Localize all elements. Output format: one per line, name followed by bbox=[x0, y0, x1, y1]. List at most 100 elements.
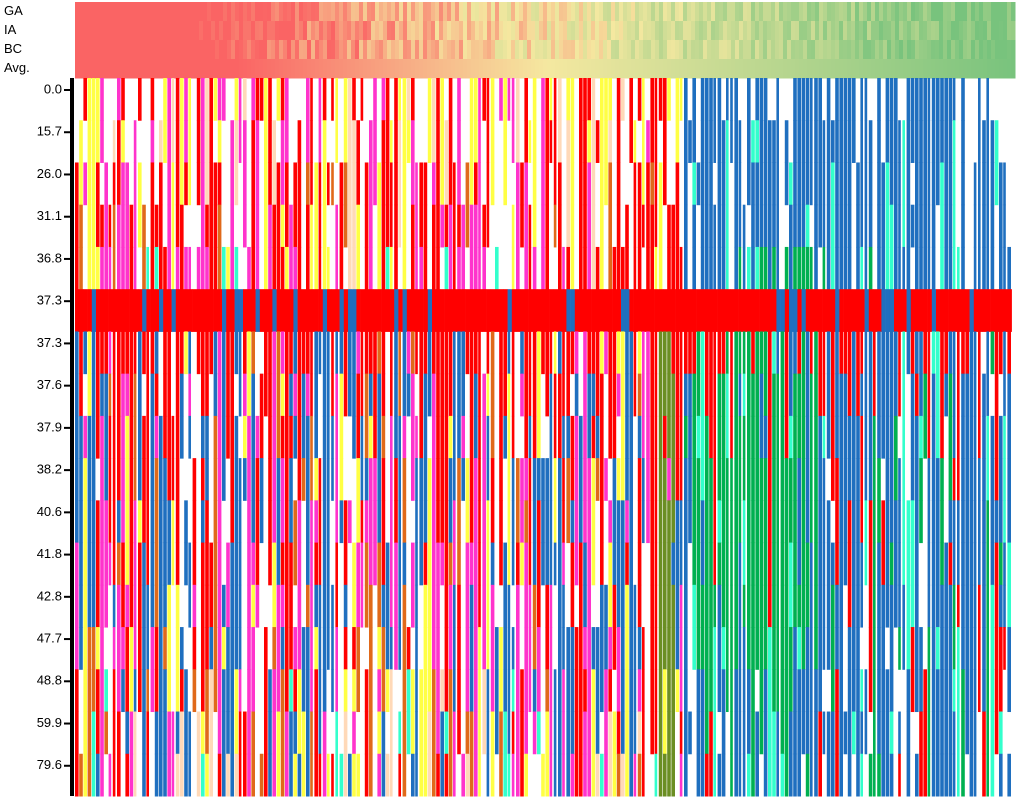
cell bbox=[348, 120, 352, 163]
cell bbox=[112, 542, 116, 586]
strip-cell bbox=[635, 40, 640, 60]
cell bbox=[818, 458, 822, 501]
cell bbox=[444, 669, 449, 713]
cell bbox=[931, 373, 936, 417]
cell bbox=[150, 458, 155, 501]
cell bbox=[331, 627, 334, 670]
cell bbox=[784, 246, 789, 290]
cell bbox=[490, 669, 495, 713]
strip-cell bbox=[831, 40, 836, 60]
strip-cell bbox=[967, 21, 972, 41]
cell bbox=[121, 500, 125, 544]
cell bbox=[188, 331, 191, 375]
cell bbox=[927, 415, 931, 459]
cell bbox=[671, 500, 675, 544]
cell bbox=[104, 415, 108, 459]
cell bbox=[671, 584, 675, 628]
cell bbox=[138, 542, 142, 586]
cell bbox=[856, 753, 860, 797]
cell bbox=[612, 584, 617, 628]
strip-cell bbox=[811, 59, 816, 79]
cell bbox=[877, 584, 881, 628]
cell bbox=[226, 627, 230, 670]
cell bbox=[923, 373, 927, 417]
cell bbox=[448, 415, 453, 459]
cell bbox=[83, 289, 88, 332]
cell bbox=[234, 246, 239, 290]
cell bbox=[352, 753, 356, 797]
cell bbox=[150, 500, 155, 544]
cell bbox=[889, 415, 894, 459]
cell bbox=[885, 500, 890, 544]
strip-cell bbox=[611, 59, 616, 79]
strip-cell bbox=[155, 2, 160, 22]
cell bbox=[969, 627, 974, 670]
strip-cell bbox=[467, 2, 472, 22]
cell bbox=[226, 246, 230, 290]
cell bbox=[163, 711, 167, 755]
strip-cell bbox=[227, 21, 232, 41]
strip-cell bbox=[923, 2, 928, 22]
cell bbox=[978, 627, 981, 670]
cell bbox=[633, 331, 637, 375]
cell bbox=[978, 669, 981, 713]
strip-cell bbox=[731, 21, 736, 41]
strip-cell bbox=[279, 2, 284, 22]
cell bbox=[822, 120, 826, 163]
cell bbox=[831, 753, 835, 797]
cell bbox=[142, 500, 146, 544]
cell bbox=[427, 584, 432, 628]
cell bbox=[734, 711, 738, 755]
cell bbox=[805, 542, 810, 586]
cell bbox=[150, 542, 155, 586]
cell bbox=[961, 500, 965, 544]
cell bbox=[121, 627, 125, 670]
cell bbox=[810, 669, 813, 713]
cell bbox=[238, 542, 242, 586]
strip-cell bbox=[863, 21, 868, 41]
cell bbox=[348, 289, 353, 332]
cell bbox=[457, 162, 461, 206]
cell bbox=[192, 500, 197, 544]
strip-cell bbox=[511, 40, 516, 60]
cell bbox=[860, 711, 863, 755]
cell bbox=[910, 204, 915, 248]
strip-cell bbox=[271, 40, 276, 60]
cell bbox=[961, 669, 965, 713]
cell bbox=[289, 753, 293, 797]
cell bbox=[402, 627, 407, 670]
cell bbox=[112, 289, 118, 332]
strip-cell bbox=[375, 21, 380, 41]
cell bbox=[646, 289, 651, 332]
cell bbox=[243, 162, 247, 206]
cell bbox=[385, 246, 390, 290]
strip-cell bbox=[447, 59, 452, 79]
cell bbox=[306, 162, 310, 206]
cell bbox=[864, 711, 868, 755]
cell bbox=[654, 584, 658, 628]
cell bbox=[373, 162, 377, 206]
cell bbox=[768, 711, 772, 755]
cell bbox=[356, 753, 360, 797]
cell bbox=[331, 753, 334, 797]
strip-cell bbox=[287, 59, 292, 79]
cell bbox=[541, 542, 545, 586]
cell bbox=[209, 204, 213, 248]
cell bbox=[377, 711, 381, 755]
strip-cell bbox=[743, 59, 748, 79]
cell bbox=[839, 289, 844, 332]
cell bbox=[814, 753, 818, 797]
cell bbox=[448, 246, 453, 290]
cell bbox=[616, 331, 621, 375]
strip-cell bbox=[979, 2, 984, 22]
cell bbox=[835, 120, 839, 163]
cell bbox=[843, 373, 848, 417]
cell bbox=[969, 711, 974, 755]
cell bbox=[1007, 627, 1011, 670]
strip-cell bbox=[315, 21, 320, 41]
cell bbox=[289, 584, 293, 628]
cell bbox=[742, 669, 746, 713]
cell bbox=[847, 669, 852, 713]
cell bbox=[957, 331, 960, 375]
cell bbox=[364, 584, 369, 628]
